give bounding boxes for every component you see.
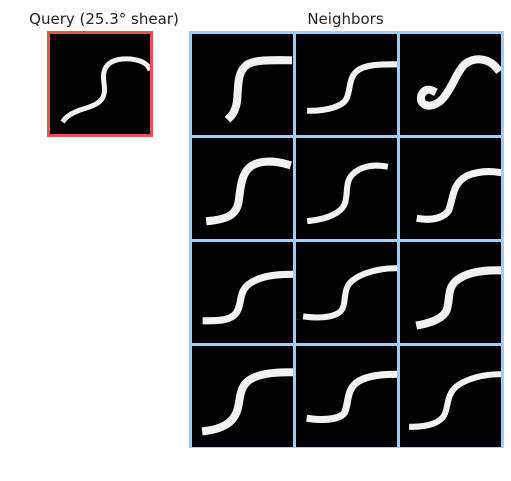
neighbor-image	[192, 242, 293, 343]
neighbor-digit	[409, 371, 501, 430]
neighbor-digit	[302, 265, 397, 321]
neighbors-grid	[189, 31, 504, 448]
neighbor-digit	[415, 266, 501, 330]
neighbor-image	[400, 346, 501, 447]
neighbor-digit	[224, 56, 292, 123]
neighbor-digit	[306, 370, 397, 424]
neighbor-digit	[202, 270, 293, 325]
query-title: Query (25.3° shear)	[29, 10, 179, 28]
neighbor-image	[192, 34, 293, 135]
neighbor-digit	[205, 157, 292, 226]
neighbor-digit	[307, 61, 397, 114]
neighbor-image	[400, 242, 501, 343]
neighbor-image	[400, 138, 501, 239]
neighbor-image	[296, 138, 397, 239]
neighbor-image	[400, 34, 501, 135]
neighbor-image	[296, 34, 397, 135]
neighbor-image	[192, 138, 293, 239]
neighbor-digit	[306, 162, 389, 225]
neighbor-digit	[416, 168, 501, 223]
neighbor-digit	[201, 368, 293, 436]
neighbor-image	[296, 242, 397, 343]
query-digit	[60, 56, 150, 124]
neighbor-image	[192, 346, 293, 447]
neighbor-image	[296, 346, 397, 447]
query-image	[47, 31, 153, 137]
neighbor-digit	[416, 55, 501, 110]
neighbors-title: Neighbors	[307, 10, 384, 28]
